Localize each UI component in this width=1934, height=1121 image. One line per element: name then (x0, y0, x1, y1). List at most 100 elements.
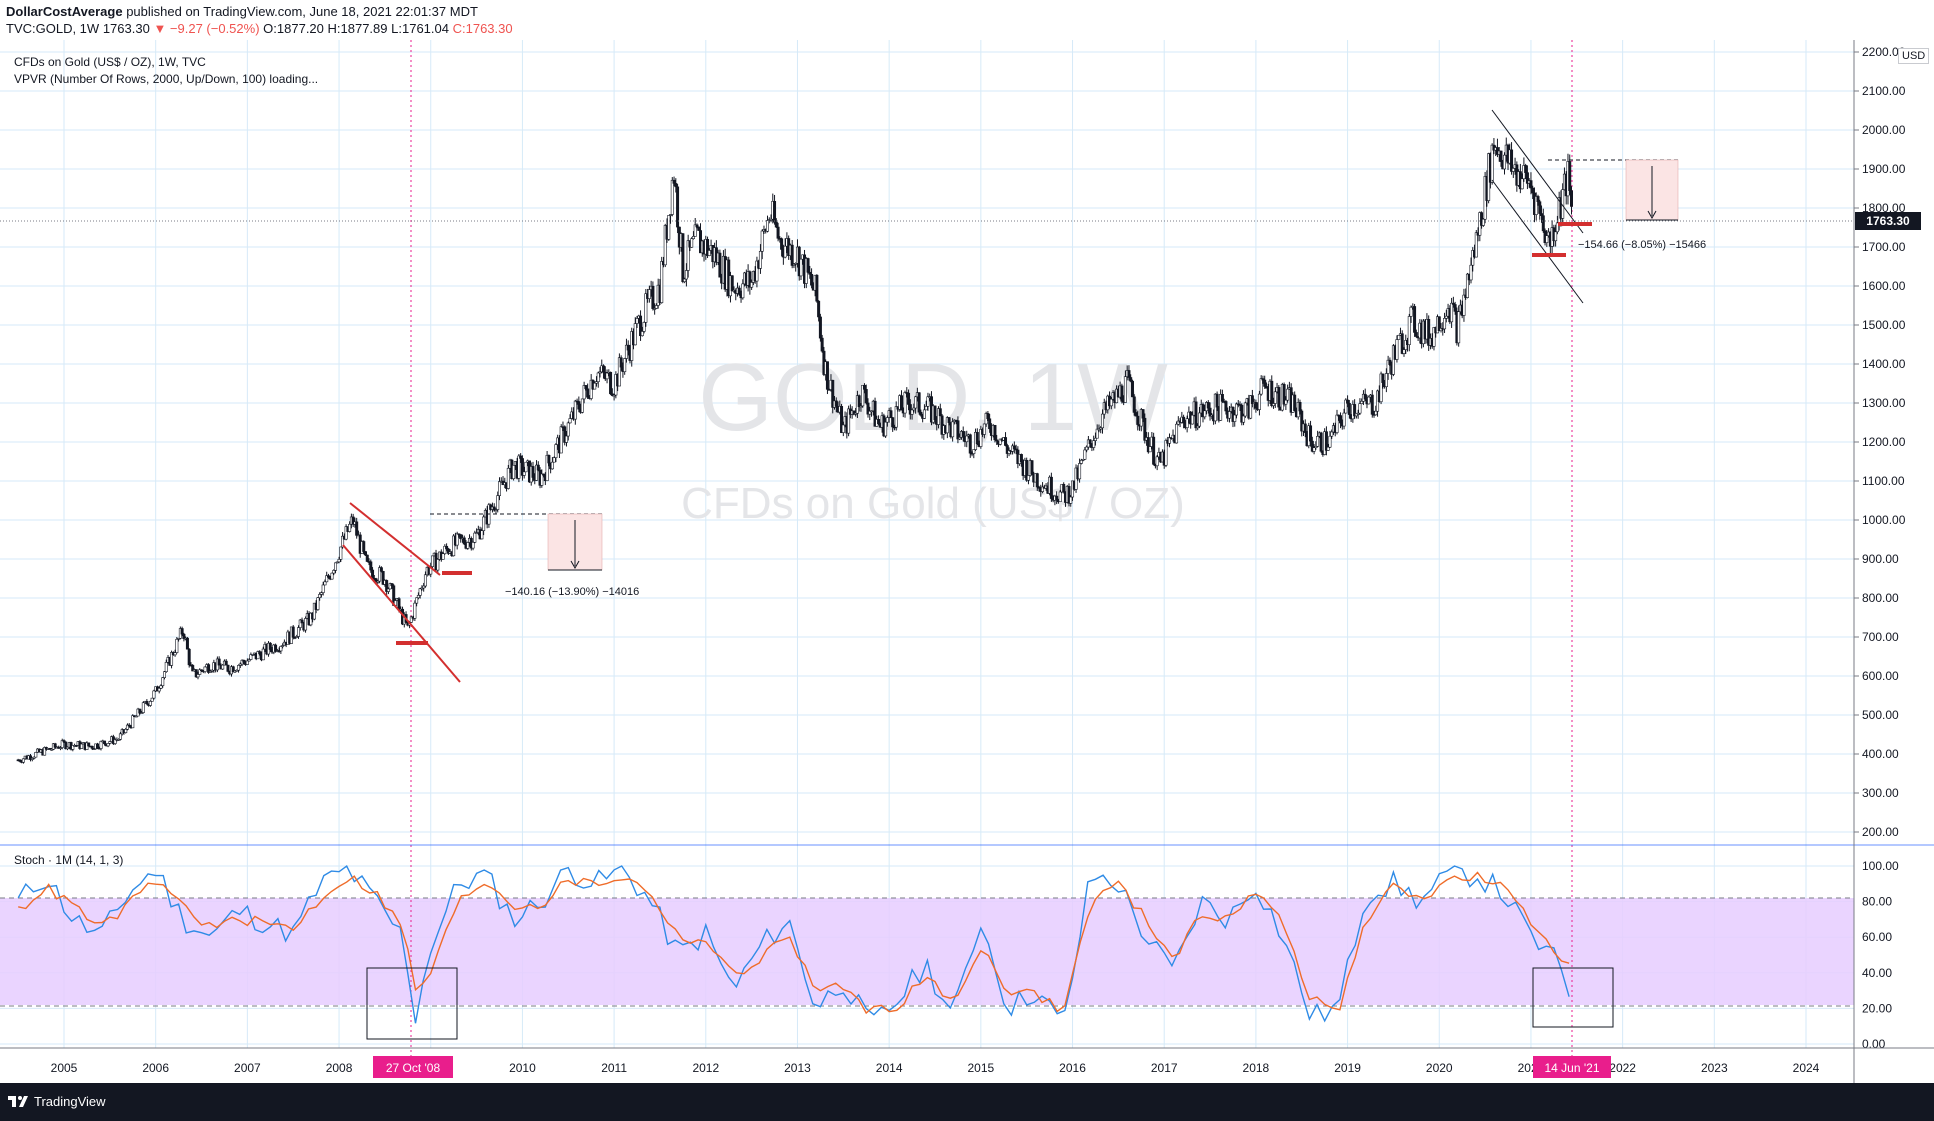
candle-body (388, 583, 392, 590)
candle-body (773, 201, 777, 223)
candle-body (1293, 394, 1297, 411)
candle-body (48, 747, 52, 750)
candle-body (261, 648, 265, 661)
legend-vpvr[interactable]: VPVR (Number Of Rows, 2000, Up/Down, 100… (14, 72, 319, 86)
candle-body (669, 214, 673, 216)
candle-body (376, 580, 380, 583)
stoch-axis-tick-label: 80.00 (1862, 895, 1892, 909)
candle-body (852, 410, 856, 415)
candle-body (281, 645, 285, 647)
candle-body (1261, 378, 1265, 381)
candle-body (885, 417, 889, 423)
stoch-axis-tick-label: 0.00 (1862, 1037, 1886, 1051)
candle-body (330, 572, 334, 580)
candle-body (995, 439, 999, 442)
candle-body (1570, 190, 1574, 207)
channel-lower-2021[interactable] (1491, 179, 1584, 304)
stoch-highlight-box-2008[interactable] (366, 967, 458, 1040)
channel-upper-2021[interactable] (1491, 109, 1584, 234)
candle-body (834, 400, 838, 407)
candle-body (624, 344, 628, 359)
candle-body (674, 183, 678, 188)
candle-body (676, 186, 680, 228)
candle-body (1004, 437, 1008, 446)
candle-body (654, 305, 658, 309)
candle-body (71, 745, 75, 750)
candle-body (1568, 161, 1572, 191)
candle-body (683, 278, 687, 282)
candle-body (58, 747, 62, 749)
trendline-lower-2008[interactable] (342, 544, 461, 683)
candle-body (1240, 404, 1244, 423)
publisher-name[interactable]: DollarCostAverage (6, 4, 123, 19)
candle-body (1300, 410, 1304, 432)
trendline-upper-2008[interactable] (349, 502, 441, 576)
candle-body (1314, 446, 1318, 449)
time-axis-tick-label: 2007 (234, 1061, 261, 1075)
stoch-legend[interactable]: Stoch · 1M (14, 1, 3) (14, 853, 124, 867)
candle-body (951, 421, 955, 438)
legend-title[interactable]: CFDs on Gold (US$ / OZ), 1W, TVC (14, 55, 206, 69)
price-change: ▼ −9.27 (−0.52%) (153, 21, 260, 36)
candle-body (861, 384, 865, 407)
last-price: 1763.30 (102, 21, 150, 36)
candle-body (113, 739, 117, 744)
stoch-axis[interactable]: 0.00 20.00 40.00 60.00 80.00 100.00 (1862, 859, 1899, 1051)
candle-body (550, 461, 554, 470)
stoch-band (0, 898, 1854, 1005)
time-axis-tick-label: 2019 (1334, 1061, 1361, 1075)
candle-body (619, 357, 623, 368)
candle-body (552, 457, 556, 463)
candle-body (818, 316, 822, 339)
candle-body (134, 715, 138, 718)
time-axis-tick-label: 2018 (1243, 1061, 1270, 1075)
stoch-d-line (18, 871, 1570, 1015)
candle-body (1168, 437, 1172, 444)
candle-body (760, 230, 764, 252)
candle-body (626, 344, 630, 351)
candle-body (1481, 218, 1485, 226)
candle-body (1272, 403, 1276, 406)
price-axis-tick-label: 600.00 (1862, 669, 1899, 683)
candle-body (577, 401, 581, 410)
candle-body (196, 674, 200, 678)
candle-body (274, 644, 278, 652)
candle-body (1538, 201, 1542, 214)
candle-body (341, 535, 345, 548)
candle-body (961, 431, 965, 437)
price-axis-tick-label: 900.00 (1862, 552, 1899, 566)
candle-body (173, 652, 177, 656)
currency-label[interactable]: USD (1898, 48, 1930, 64)
candle-body (1049, 476, 1053, 499)
candle-body (1026, 475, 1030, 481)
candle-body (326, 575, 330, 578)
time-axis[interactable]: 2005200620072008200920102011201220132014… (51, 1061, 1820, 1075)
candle-body (937, 408, 941, 425)
stoch-k-line (17, 865, 1570, 1024)
candle-body (497, 481, 501, 496)
candle-body (598, 371, 602, 374)
stoch-highlight-box-2021[interactable] (1532, 967, 1614, 1028)
candle-body (1353, 404, 1357, 417)
price-axis[interactable]: 200.00 300.00 400.00 500.00 600.00 700.00 800.… (1854, 45, 1906, 839)
candle-body (841, 424, 845, 433)
candle-body (1395, 339, 1399, 360)
price-axis-tick-label: 2100.00 (1862, 84, 1906, 98)
candle-body (564, 435, 568, 443)
candle-body (1370, 394, 1374, 415)
candle-body (152, 690, 156, 699)
candle-body (1101, 413, 1105, 429)
candle-body (224, 660, 228, 666)
candle-body (145, 701, 149, 705)
price-axis-tick-label: 1200.00 (1862, 435, 1906, 449)
candle-body (986, 413, 990, 420)
candle-body (808, 271, 812, 275)
candle-body (857, 395, 861, 407)
footer-brand[interactable]: TradingView (34, 1094, 106, 1109)
candle-body (217, 658, 221, 666)
chart-canvas[interactable]: GOLD, 1W CFDs on Gold (US$ / OZ) 200.00 3… (0, 40, 1934, 1083)
candle-body (568, 418, 572, 424)
candle-body (741, 283, 745, 299)
candle-body (1316, 435, 1320, 447)
candle-body (1540, 213, 1544, 217)
